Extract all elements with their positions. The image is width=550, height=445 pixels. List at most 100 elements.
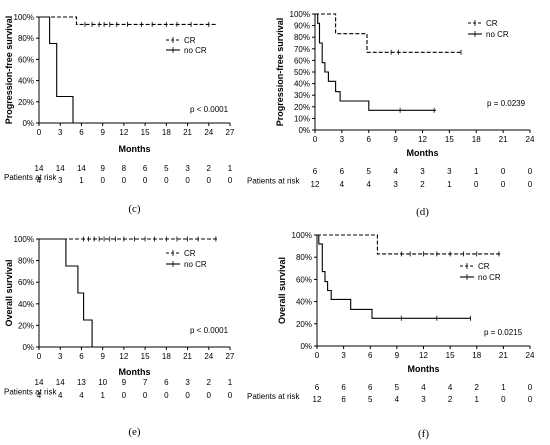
p-value: p = 0.0215	[484, 328, 523, 337]
risk-count: 7	[143, 378, 148, 387]
risk-count: 1	[100, 391, 105, 400]
series-line-cr	[39, 16, 216, 25]
risk-count: 5	[368, 395, 373, 404]
x-tick-label: 15	[141, 128, 150, 137]
risk-count: 8	[122, 164, 127, 173]
risk-count: 0	[143, 391, 148, 400]
risk-count: 9	[100, 164, 105, 173]
y-tick-label: 60%	[18, 55, 34, 64]
risk-count: 4	[421, 383, 426, 392]
x-tick-label: 27	[226, 128, 235, 137]
risk-count: 2	[207, 164, 212, 173]
y-tick-label: 30%	[294, 91, 310, 100]
risk-count: 0	[528, 180, 533, 189]
risk-count: 0	[528, 383, 533, 392]
risk-count: 4	[79, 391, 84, 400]
series-line-no-cr	[317, 234, 471, 319]
risk-count: 0	[528, 167, 533, 176]
x-tick-label: 24	[526, 351, 535, 360]
risk-count: 14	[56, 164, 65, 173]
x-tick-label: 24	[204, 128, 213, 137]
risk-count: 1	[474, 167, 479, 176]
risk-count: 4	[37, 391, 42, 400]
y-tick-label: 60%	[18, 278, 34, 287]
risk-count: 3	[58, 176, 63, 185]
risk-count: 0	[501, 167, 506, 176]
risk-count: 0	[207, 176, 212, 185]
risk-count: 12	[313, 395, 322, 404]
x-tick-label: 0	[37, 128, 42, 137]
risk-count: 4	[393, 167, 398, 176]
legend-label: CR	[184, 36, 196, 45]
risk-count: 4	[37, 176, 42, 185]
risk-count: 5	[367, 167, 372, 176]
x-tick-label: 3	[58, 128, 63, 137]
x-tick-label: 12	[119, 352, 128, 361]
risk-count: 6	[340, 167, 345, 176]
series-line-no-cr	[39, 16, 74, 123]
x-tick-label: 0	[37, 352, 42, 361]
risk-count: 1	[501, 383, 506, 392]
risk-count: 6	[315, 383, 320, 392]
risk-count: 9	[122, 378, 127, 387]
risk-count: 10	[98, 378, 107, 387]
x-tick-label: 18	[162, 352, 171, 361]
y-tick-label: 10%	[294, 114, 310, 123]
y-tick-label: 80%	[296, 253, 312, 262]
y-tick-label: 40%	[18, 300, 34, 309]
risk-count: 6	[341, 383, 346, 392]
x-tick-label: 12	[419, 351, 428, 360]
y-tick-label: 80%	[18, 34, 34, 43]
series-line-cr	[317, 234, 502, 255]
y-axis-label: Overall survival	[4, 259, 14, 326]
risk-count: 6	[164, 378, 169, 387]
x-tick-label: 12	[119, 128, 128, 137]
x-tick-label: 15	[141, 352, 150, 361]
risk-count: 0	[228, 391, 233, 400]
p-value: p < 0.0001	[190, 105, 229, 114]
legend-label: no CR	[184, 260, 207, 269]
risk-count: 14	[56, 378, 65, 387]
risk-count: 3	[420, 167, 425, 176]
y-tick-label: 60%	[296, 275, 312, 284]
y-axis-label: Overall survival	[277, 257, 287, 324]
legend-label: no CR	[184, 46, 207, 55]
risk-count: 0	[474, 180, 479, 189]
risk-count: 6	[143, 164, 148, 173]
risk-count: 0	[122, 391, 127, 400]
x-tick-label: 3	[340, 135, 345, 144]
chart-panel-d: 0%10%20%30%40%50%60%70%80%90%100%0 3 6 9 12 1…	[247, 10, 535, 218]
x-tick-label: 24	[526, 135, 535, 144]
x-tick-label: 21	[499, 135, 508, 144]
x-tick-label: 9	[100, 352, 105, 361]
risk-count: 0	[528, 395, 533, 404]
risk-count: 4	[340, 180, 345, 189]
risk-count: 1	[79, 176, 84, 185]
risk-count: 0	[228, 176, 233, 185]
risk-table-label: Patients at risk	[247, 392, 300, 401]
x-tick-label: 12	[418, 135, 427, 144]
risk-count: 3	[421, 395, 426, 404]
panel-label: (d)	[416, 206, 429, 218]
x-tick-label: 0	[315, 351, 320, 360]
chart-panel-c: 0%20%40%60%80%100%0 3 6 9 12 15 18 21 24 27Progre…	[4, 13, 235, 215]
risk-count: 2	[475, 383, 480, 392]
risk-count: 0	[501, 395, 506, 404]
y-tick-label: 0%	[22, 119, 34, 128]
risk-count: 2	[448, 395, 453, 404]
x-tick-label: 21	[183, 352, 192, 361]
risk-table-label: Patients at risk	[4, 173, 57, 182]
risk-count: 0	[100, 176, 105, 185]
risk-count: 0	[164, 391, 169, 400]
risk-count: 1	[447, 180, 452, 189]
y-tick-label: 70%	[294, 45, 310, 54]
x-tick-label: 6	[367, 135, 372, 144]
x-tick-label: 3	[341, 351, 346, 360]
y-axis-label: Progression-free survival	[4, 16, 14, 125]
risk-count: 0	[143, 176, 148, 185]
x-axis-label: Months	[119, 144, 151, 154]
panel-label: (f)	[418, 428, 429, 440]
legend-label: CR	[486, 19, 498, 28]
legend-label: CR	[184, 249, 196, 258]
